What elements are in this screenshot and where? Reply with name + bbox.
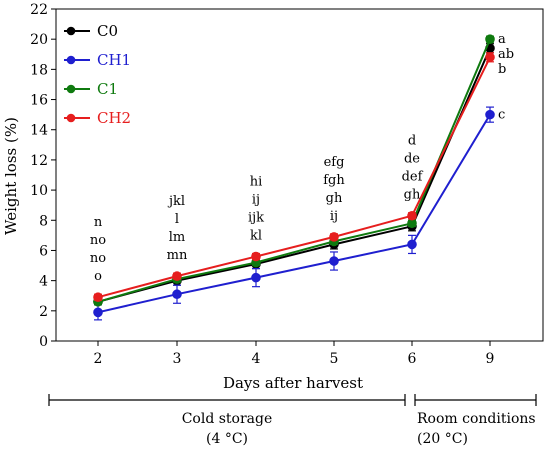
x-tick-label: 5 [330, 351, 339, 367]
legend-marker-c0 [66, 26, 76, 36]
x-ticks: 2 3 4 5 6 9 [94, 341, 495, 367]
y-tick-label: 0 [39, 334, 48, 350]
y-tick-label: 20 [30, 32, 48, 48]
period-label: (20 °C) [417, 431, 468, 447]
data-point-c1 [485, 34, 495, 44]
y-tick-label: 12 [30, 153, 48, 169]
significance-letter: no [90, 233, 106, 248]
period-label: Room conditions [417, 411, 536, 427]
legend-label-c1: C1 [97, 80, 118, 98]
x-tick-label: 4 [252, 351, 261, 367]
significance-letter: no [90, 251, 106, 266]
significance-letter: o [94, 269, 102, 284]
data-point-ch2 [485, 52, 495, 63]
series-line-c0 [97, 47, 491, 303]
significance-letter: gh [404, 188, 421, 203]
significance-letter: hi [250, 174, 263, 189]
data-point-ch2 [172, 271, 182, 281]
significance-letter: kl [250, 228, 262, 243]
plot-frame [55, 8, 544, 342]
significance-letter: def [402, 170, 424, 185]
data-point-ch1 [251, 272, 261, 283]
end-label: c [498, 108, 505, 123]
y-tick-label: 18 [30, 62, 48, 78]
significance-letter: n [94, 215, 103, 230]
series-layer [93, 34, 495, 321]
legend-marker-ch2 [66, 113, 76, 123]
data-point-ch2 [329, 232, 339, 242]
y-tick-label: 6 [39, 243, 48, 259]
x-tick-label: 2 [94, 351, 103, 367]
end-label: ab [498, 47, 514, 62]
period-label: (4 °C) [206, 431, 248, 447]
legend-label-ch1: CH1 [97, 51, 131, 69]
significance-letter: jkl [167, 194, 185, 209]
y-tick-label: 4 [39, 274, 48, 290]
data-point-ch2 [407, 210, 417, 221]
y-tick-label: 22 [30, 2, 48, 18]
period-label: Cold storage [182, 411, 273, 427]
end-label: a [498, 32, 506, 47]
significance-letter: efg [324, 155, 345, 170]
significance-letter: ijk [248, 210, 264, 225]
storage-periods: Cold storage (4 °C) Room conditions (20 °C) [48, 394, 537, 447]
significance-letter: mn [167, 248, 188, 263]
significance-letter: d [408, 134, 416, 149]
x-axis-label: Days after harvest [223, 374, 363, 392]
y-tick-label: 14 [30, 123, 48, 139]
y-axis-label: Weight loss (%) [2, 117, 20, 235]
y-tick-label: 8 [39, 213, 48, 229]
data-point-ch1 [172, 289, 182, 300]
x-tick-label: 9 [486, 351, 495, 367]
significance-letter: lm [169, 230, 186, 245]
y-ticks: 0 2 4 6 8 10 12 14 16 18 20 22 [30, 2, 56, 350]
significance-letter: ij [252, 192, 260, 207]
axes [55, 8, 544, 342]
series-line-c1 [97, 38, 491, 303]
legend-marker-c1 [66, 84, 76, 94]
significance-letters: n no no o jkl l lm mn hi ij ijk kl efg fgh gh ij d de def g… [90, 32, 514, 284]
significance-letter: ij [330, 209, 338, 224]
significance-letter: l [175, 212, 179, 227]
series-line-ch1 [97, 114, 491, 314]
significance-letter: gh [326, 191, 343, 206]
x-tick-label: 3 [173, 351, 182, 367]
series-line-ch2 [97, 56, 491, 299]
data-point-ch1 [407, 239, 417, 250]
x-tick-label: 6 [408, 351, 417, 367]
legend-label-c0: C0 [97, 22, 118, 40]
data-point-ch1 [329, 256, 339, 266]
data-point-ch2 [93, 292, 103, 303]
data-point-ch1 [485, 109, 495, 120]
end-label: b [498, 62, 506, 77]
legend-label-ch2: CH2 [97, 109, 131, 127]
significance-letter: fgh [323, 173, 345, 188]
significance-letter: de [404, 152, 420, 167]
data-point-ch2 [251, 251, 261, 262]
legend: C0 CH1 C1 CH2 [64, 22, 131, 127]
y-tick-label: 16 [30, 93, 48, 109]
y-tick-label: 10 [30, 183, 48, 199]
y-tick-label: 2 [39, 304, 48, 320]
data-point-ch1 [93, 307, 103, 318]
legend-marker-ch1 [66, 55, 76, 65]
